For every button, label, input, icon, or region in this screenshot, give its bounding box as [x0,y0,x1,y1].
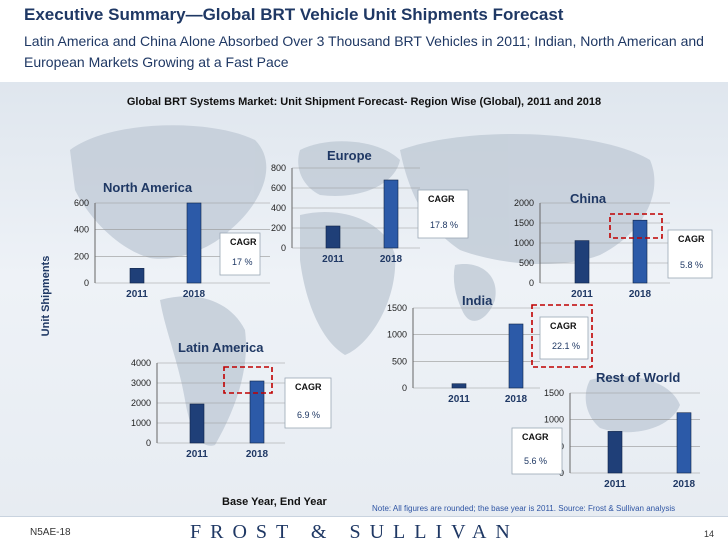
china-tick-label: 1000 [514,238,534,248]
europe-bar [383,179,399,249]
india-cagr-label: CAGR [550,321,577,331]
y-axis-label: Unit Shipments [40,255,52,337]
india-category-label: 2018 [505,394,528,405]
europe-tick-label: 200 [271,223,286,233]
latin-america-cagr-box [284,377,332,429]
europe-tick-label: 400 [271,203,286,213]
north-america-cagr-label: CAGR [230,237,257,247]
latin-america-bar [249,380,265,444]
footer-code: N5AE-18 [30,527,71,538]
india-tick-label: 1000 [387,330,407,340]
china-tick-label: 2000 [514,198,534,208]
brand-logo: FROST & SULLIVAN [190,521,519,543]
latin-america-cagr-label: CAGR [295,382,322,392]
latin-america-category-label: 2011 [186,449,208,460]
china-tick-label: 500 [519,258,534,268]
north-america-cagr-value: 17 % [232,257,253,267]
north-america-tick-label: 400 [74,225,89,235]
page-title: Executive Summary—Global BRT Vehicle Uni… [24,5,564,24]
rest-of-world-tick-label: 1500 [544,388,564,398]
india-tick-label: 500 [392,356,407,366]
europe-category-label: 2011 [322,254,344,265]
north-america-title: North America [103,180,193,195]
india-highlight-box [531,304,593,368]
europe-category-label: 2018 [380,254,403,265]
china-category-label: 2018 [629,289,652,300]
rest-of-world-bar [676,412,692,474]
latin-america-tick-label: 1000 [131,418,151,428]
china-bar [574,240,590,284]
europe-tick-label: 600 [271,183,286,193]
china-cagr-box [667,229,713,279]
europe-title: Europe [327,148,372,163]
india-bar [451,383,467,389]
europe-cagr-label: CAGR [428,194,455,204]
latin-america-category-label: 2018 [246,449,269,460]
figure-title: Global BRT Systems Market: Unit Shipment… [126,96,602,108]
latin-america-bar [189,403,205,444]
page-subtitle: Latin America and China Alone Absorbed O… [24,33,704,70]
x-axis-label: Base Year, End Year [222,496,327,508]
europe-tick-label: 800 [271,163,286,173]
rest-of-world-tick-label: 1000 [544,415,564,425]
india-cagr-box [539,316,589,360]
north-america-category-label: 2018 [183,289,206,300]
china-tick-label: 1500 [514,218,534,228]
page-number: 14 [704,529,715,539]
china-highlight-box [609,213,663,239]
latin-america-cagr-value: 6.9 % [297,410,320,420]
world-map-shapes [70,125,680,446]
rest-of-world-cagr-value: 5.6 % [524,456,547,466]
china-cagr-value: 5.8 % [680,260,703,270]
north-america-cagr-box [219,232,261,276]
latin-america-tick-label: 0 [146,438,151,448]
india-cagr-value: 22.1 % [552,341,580,351]
rest-of-world-title: Rest of World [596,370,680,385]
rest-of-world-cagr-label: CAGR [522,432,549,442]
india-tick-label: 0 [402,383,407,393]
europe-tick-label: 0 [281,243,286,253]
source-note: Note: All figures are rounded; the base … [372,504,676,513]
india-category-label: 2011 [448,394,470,405]
north-america-tick-label: 600 [74,198,89,208]
latin-america-tick-label: 4000 [131,358,151,368]
north-america-tick-label: 0 [84,278,89,288]
china-category-label: 2011 [571,289,593,300]
north-america-bar [186,202,202,284]
north-america-tick-label: 200 [74,251,89,261]
india-bar [508,323,524,389]
rest-of-world-cagr-box [511,427,563,475]
latin-america-tick-label: 3000 [131,378,151,388]
latin-america-title: Latin America [178,340,264,355]
rest-of-world-category-label: 2018 [673,479,696,490]
europe-cagr-value: 17.8 % [430,220,458,230]
china-cagr-label: CAGR [678,234,705,244]
north-america-bar [129,268,145,284]
rest-of-world-bar [607,431,623,474]
latin-america-highlight-box [223,366,273,394]
header: Executive Summary—Global BRT Vehicle Uni… [0,0,728,82]
latin-america-tick-label: 2000 [131,398,151,408]
china-tick-label: 0 [529,278,534,288]
india-tick-label: 1500 [387,303,407,313]
footer: N5AE-18 FROST & SULLIVAN 14 [0,516,728,547]
europe-cagr-box [417,189,469,239]
china-bar [632,219,648,284]
europe-bar [325,225,341,249]
china-title: China [570,191,607,206]
rest-of-world-category-label: 2011 [604,479,626,490]
india-title: India [462,293,493,308]
north-america-category-label: 2011 [126,289,148,300]
